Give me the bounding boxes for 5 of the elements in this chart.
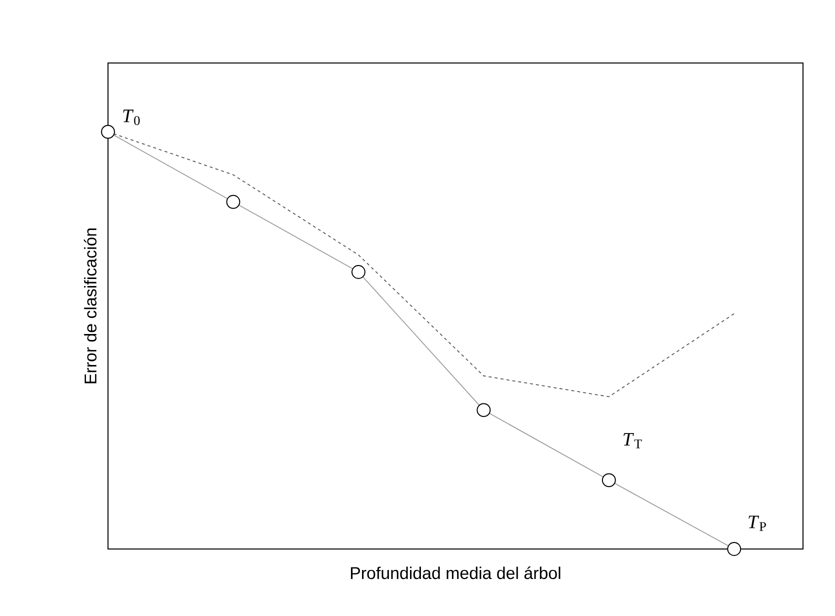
annotation: T$_{T}$ — [624, 433, 642, 448]
annotation: T$_{P}$ — [748, 516, 766, 531]
x-axis-title: Profundidad media del árbol — [350, 566, 560, 580]
text: T$_{0}$ — [123, 110, 140, 126]
y-axis-title: Error de clasificación — [84, 228, 97, 384]
